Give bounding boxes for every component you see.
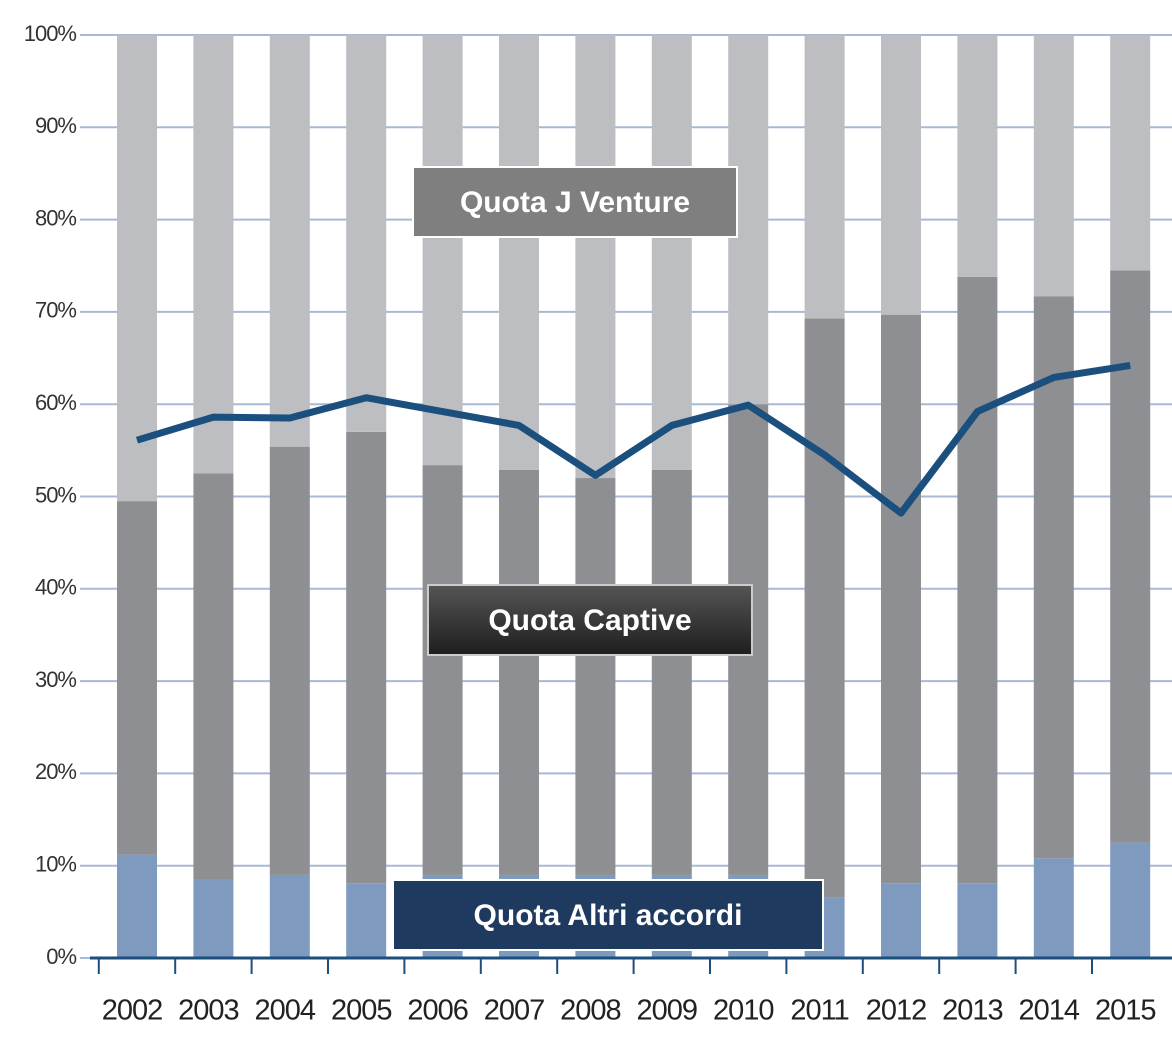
bar-segment: [269, 874, 310, 958]
x-tick-label: 2010: [713, 995, 774, 1027]
x-tick-label: 2003: [178, 995, 239, 1027]
bar-segment: [1033, 858, 1074, 958]
bar-segment: [575, 35, 616, 479]
x-tick-label: 2008: [560, 995, 621, 1027]
bar-segment: [499, 35, 539, 470]
y-tick-label: 90%: [35, 113, 76, 138]
bar-segment: [422, 35, 463, 466]
y-tick-label: 80%: [35, 205, 76, 230]
bar-segment: [881, 314, 921, 884]
bar-segment: [346, 883, 387, 958]
x-tick-label: 2011: [790, 995, 848, 1027]
bar-segment: [117, 501, 157, 855]
bar-segment: [269, 446, 310, 875]
y-tick-label: 30%: [35, 667, 76, 692]
x-tick-label: 2005: [331, 995, 392, 1027]
bar-segment: [1033, 35, 1074, 297]
x-tick-label: 2004: [255, 995, 316, 1027]
bar-segment: [651, 35, 692, 470]
y-tick-label: 20%: [35, 759, 76, 784]
bar-segment: [1110, 842, 1151, 958]
y-tick-label: 70%: [35, 298, 76, 323]
bar-segment: [575, 478, 616, 875]
series-label: Quota Altri accordi: [474, 899, 743, 932]
y-tick-label: 50%: [35, 482, 76, 507]
x-tick-label: 2012: [866, 995, 927, 1027]
bar-segment: [193, 879, 234, 958]
label-box: [427, 584, 753, 656]
y-tick-label: 100%: [24, 21, 77, 46]
x-tick-label: 2015: [1095, 995, 1156, 1027]
bar-segment: [651, 469, 692, 875]
series-label: Quota Captive: [488, 604, 691, 637]
y-tick-label: 60%: [35, 390, 76, 415]
bar-segment: [117, 854, 157, 958]
x-tick-label: 2007: [484, 995, 545, 1027]
y-tick-label: 0%: [46, 944, 76, 969]
bar-segment: [1033, 296, 1074, 859]
bar-segment: [804, 35, 845, 319]
x-tick-label: 2006: [407, 995, 468, 1027]
bar-segment: [804, 318, 845, 898]
line-series: [135, 361, 1131, 517]
bar-segment: [957, 883, 998, 958]
series-label: Quota J Venture: [460, 186, 690, 219]
bar-segment: [269, 35, 310, 447]
bar-segment: [346, 35, 387, 432]
x-tick-label: 2013: [942, 995, 1003, 1027]
y-tick-label: 10%: [35, 852, 76, 877]
bar-segment: [193, 35, 234, 474]
bar-segment: [1110, 35, 1151, 271]
bar-segment: [881, 883, 921, 958]
bar-segment: [957, 276, 998, 884]
label-box: [392, 879, 824, 951]
bar-segment: [346, 431, 387, 884]
bar-segment: [1110, 270, 1151, 843]
bar-segment: [957, 35, 998, 277]
x-tick-label: 2014: [1019, 995, 1080, 1027]
y-tick-label: 40%: [35, 575, 76, 600]
bar-segment: [422, 465, 463, 875]
x-tick-label: 2009: [637, 995, 698, 1027]
bar-segment: [117, 35, 157, 502]
label-box: [412, 166, 738, 238]
bar-segment: [881, 35, 921, 315]
bar-segment: [193, 473, 234, 880]
bar-segment: [499, 469, 539, 875]
x-tick-label: 2002: [102, 995, 163, 1027]
